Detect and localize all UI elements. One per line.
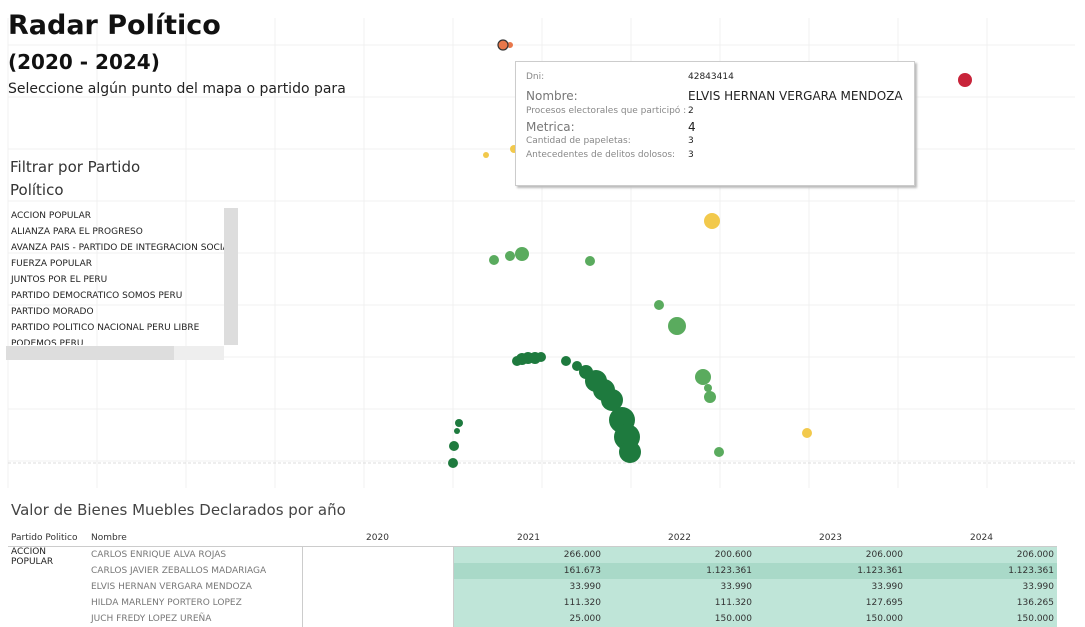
value-cell: 161.673 xyxy=(453,563,604,579)
subtitle: (2020 - 2024) xyxy=(8,50,160,74)
title: Radar Político xyxy=(8,10,221,41)
value-cell: 1.123.361 xyxy=(906,563,1057,579)
tooltip-label: Dni: xyxy=(526,72,544,82)
value-cell xyxy=(302,595,453,611)
map-point[interactable] xyxy=(448,458,458,468)
tooltip-label: Nombre: xyxy=(526,89,578,103)
value-cell: 33.990 xyxy=(906,579,1057,595)
filter-item[interactable]: PARTIDO DEMOCRATICO SOMOS PERU xyxy=(6,288,224,304)
tooltip-label: Procesos electorales que participó : xyxy=(526,106,686,116)
map-point[interactable] xyxy=(619,441,641,463)
map-point[interactable] xyxy=(505,251,515,261)
value-cell: 150.000 xyxy=(604,611,755,627)
value-cell xyxy=(302,547,453,564)
map-point[interactable] xyxy=(654,300,664,310)
name-cell: HILDA MARLENY PORTERO LOPEZ xyxy=(88,595,302,611)
value-cell: 206.000 xyxy=(906,547,1057,564)
filter-item[interactable]: FUERZA POPULAR xyxy=(6,256,224,272)
map-point[interactable] xyxy=(515,247,529,261)
filter-item[interactable]: PARTIDO POLITICO NACIONAL PERU LIBRE xyxy=(6,320,224,336)
value-cell: 150.000 xyxy=(906,611,1057,627)
map-point[interactable] xyxy=(695,369,711,385)
value-cell xyxy=(302,563,453,579)
value-cell: 1.123.361 xyxy=(604,563,755,579)
tooltip-value: 2 xyxy=(688,106,694,116)
column-header: 2023 xyxy=(755,530,906,547)
tooltip-value: 3 xyxy=(688,150,694,160)
filter-item[interactable]: ACCION POPULAR xyxy=(6,208,224,224)
name-cell: CARLOS JAVIER ZEBALLOS MADARIAGA xyxy=(88,563,302,579)
tooltip-value: 4 xyxy=(688,120,696,134)
column-header: 2021 xyxy=(453,530,604,547)
map-point[interactable] xyxy=(958,73,972,87)
value-cell: 33.990 xyxy=(604,579,755,595)
value-cell: 136.265 xyxy=(906,595,1057,611)
table-title: Valor de Bienes Muebles Declarados por a… xyxy=(11,501,346,519)
map-point[interactable] xyxy=(704,213,720,229)
filter-item[interactable]: AVANZA PAIS - PARTIDO DE INTEGRACION SOC… xyxy=(6,240,224,256)
column-header: 2020 xyxy=(302,530,453,547)
filter-title: Filtrar por Partido Político xyxy=(10,156,170,202)
value-cell: 206.000 xyxy=(755,547,906,564)
column-header: Nombre xyxy=(88,530,302,547)
map-point[interactable] xyxy=(449,441,459,451)
tooltip-value: 42843414 xyxy=(688,72,734,82)
value-cell xyxy=(302,579,453,595)
map-point[interactable] xyxy=(454,428,460,434)
map-point[interactable] xyxy=(704,384,712,392)
value-cell: 127.695 xyxy=(755,595,906,611)
filter-item[interactable]: PARTIDO MORADO xyxy=(6,304,224,320)
map-point[interactable] xyxy=(536,352,546,362)
instruction: Seleccione algún punto del mapa o partid… xyxy=(8,81,346,97)
tooltip-label: Cantidad de papeletas: xyxy=(526,136,631,146)
scroll-thumb[interactable] xyxy=(6,346,174,360)
filter-item[interactable]: PODEMOS PERU xyxy=(6,336,224,345)
value-cell: 1.123.361 xyxy=(755,563,906,579)
tooltip-label: Metrica: xyxy=(526,120,575,134)
value-cell: 150.000 xyxy=(755,611,906,627)
filter-item[interactable]: ALIANZA PARA EL PROGRESO xyxy=(6,224,224,240)
tooltip-value: ELVIS HERNAN VERGARA MENDOZA xyxy=(688,89,903,103)
map-point[interactable] xyxy=(455,419,463,427)
map-point[interactable] xyxy=(585,256,595,266)
tooltip-label: Antecedentes de delitos dolosos: xyxy=(526,150,675,160)
tooltip-value: 3 xyxy=(688,136,694,146)
map-point[interactable] xyxy=(668,317,686,335)
value-cell: 33.990 xyxy=(755,579,906,595)
map-point[interactable] xyxy=(714,447,724,457)
map-point[interactable] xyxy=(483,152,489,158)
map-point[interactable] xyxy=(704,391,716,403)
value-cell: 200.600 xyxy=(604,547,755,564)
tooltip: Dni: 42843414 Nombre: ELVIS HERNAN VERGARA … xyxy=(515,61,915,186)
value-cell: 25.000 xyxy=(453,611,604,627)
value-cell xyxy=(302,611,453,627)
column-header: Partido Politico xyxy=(8,530,88,547)
selected-point[interactable] xyxy=(498,40,508,50)
map-point[interactable] xyxy=(802,428,812,438)
column-header: 2024 xyxy=(906,530,1057,547)
value-cell: 111.320 xyxy=(453,595,604,611)
value-cell: 33.990 xyxy=(453,579,604,595)
name-cell: ELVIS HERNAN VERGARA MENDOZA xyxy=(88,579,302,595)
column-header: 2022 xyxy=(604,530,755,547)
map-point[interactable] xyxy=(489,255,499,265)
value-cell: 266.000 xyxy=(453,547,604,564)
party-cell: ACCION POPULAR xyxy=(8,547,88,627)
name-cell: JUCH FREDY LOPEZ UREÑA xyxy=(88,611,302,627)
map-point[interactable] xyxy=(561,356,571,366)
filter-item[interactable]: JUNTOS POR EL PERU xyxy=(6,272,224,288)
name-cell: CARLOS ENRIQUE ALVA ROJAS xyxy=(88,547,302,564)
value-cell: 111.320 xyxy=(604,595,755,611)
scrollbar[interactable] xyxy=(6,346,224,360)
